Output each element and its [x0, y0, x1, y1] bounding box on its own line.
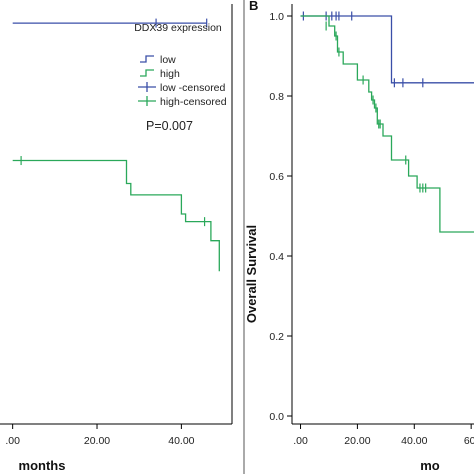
- legend-label: high-censored: [160, 96, 227, 108]
- legend-label: high: [160, 68, 180, 80]
- x-tick-label: 40.00: [401, 435, 427, 447]
- y-tick-label: 1.0: [269, 11, 284, 23]
- panel-a: .00 20.00 40.00 months DDX39 expression low hi…: [0, 4, 233, 473]
- legend-swatch-low: [140, 55, 154, 63]
- x-tick-label: 20.00: [84, 435, 110, 447]
- survival-line-high: [12, 159, 220, 272]
- legend-title: DDX39 expression: [134, 22, 222, 34]
- x-axis-title: mo: [420, 458, 440, 473]
- panel-label: B: [249, 0, 258, 13]
- y-tick-label: 0.2: [269, 331, 284, 343]
- x-tick-label: .00: [5, 435, 20, 447]
- x-axis-title: months: [19, 458, 66, 473]
- series-group: [300, 11, 474, 233]
- y-tick-label: 0.4: [269, 251, 284, 263]
- y-tick-label: 0.8: [269, 91, 284, 103]
- y-tick-label: 0.6: [269, 171, 284, 183]
- p-value-annotation: P=0.007: [146, 119, 193, 133]
- panel-b: .00 20.00 40.00 60. 0.0 0.2 0.4 0.6 0.8 1.0 mo Over…: [244, 0, 474, 473]
- x-tick-label: 60.: [464, 435, 474, 447]
- x-tick-label: 40.00: [168, 435, 194, 447]
- legend-label: low: [160, 54, 176, 66]
- x-tick-label: 20.00: [344, 435, 370, 447]
- legend-swatch-high: [140, 69, 154, 77]
- y-tick-label: 0.0: [269, 411, 284, 423]
- survival-line-low: [300, 15, 474, 84]
- legend-label: low -censored: [160, 82, 226, 94]
- y-axis-title: Overall Survival: [244, 225, 259, 323]
- x-tick-label: .00: [293, 435, 308, 447]
- survival-line-high: [300, 15, 474, 233]
- legend: DDX39 expression low high low -censored high…: [134, 22, 226, 108]
- series-group: [12, 18, 220, 272]
